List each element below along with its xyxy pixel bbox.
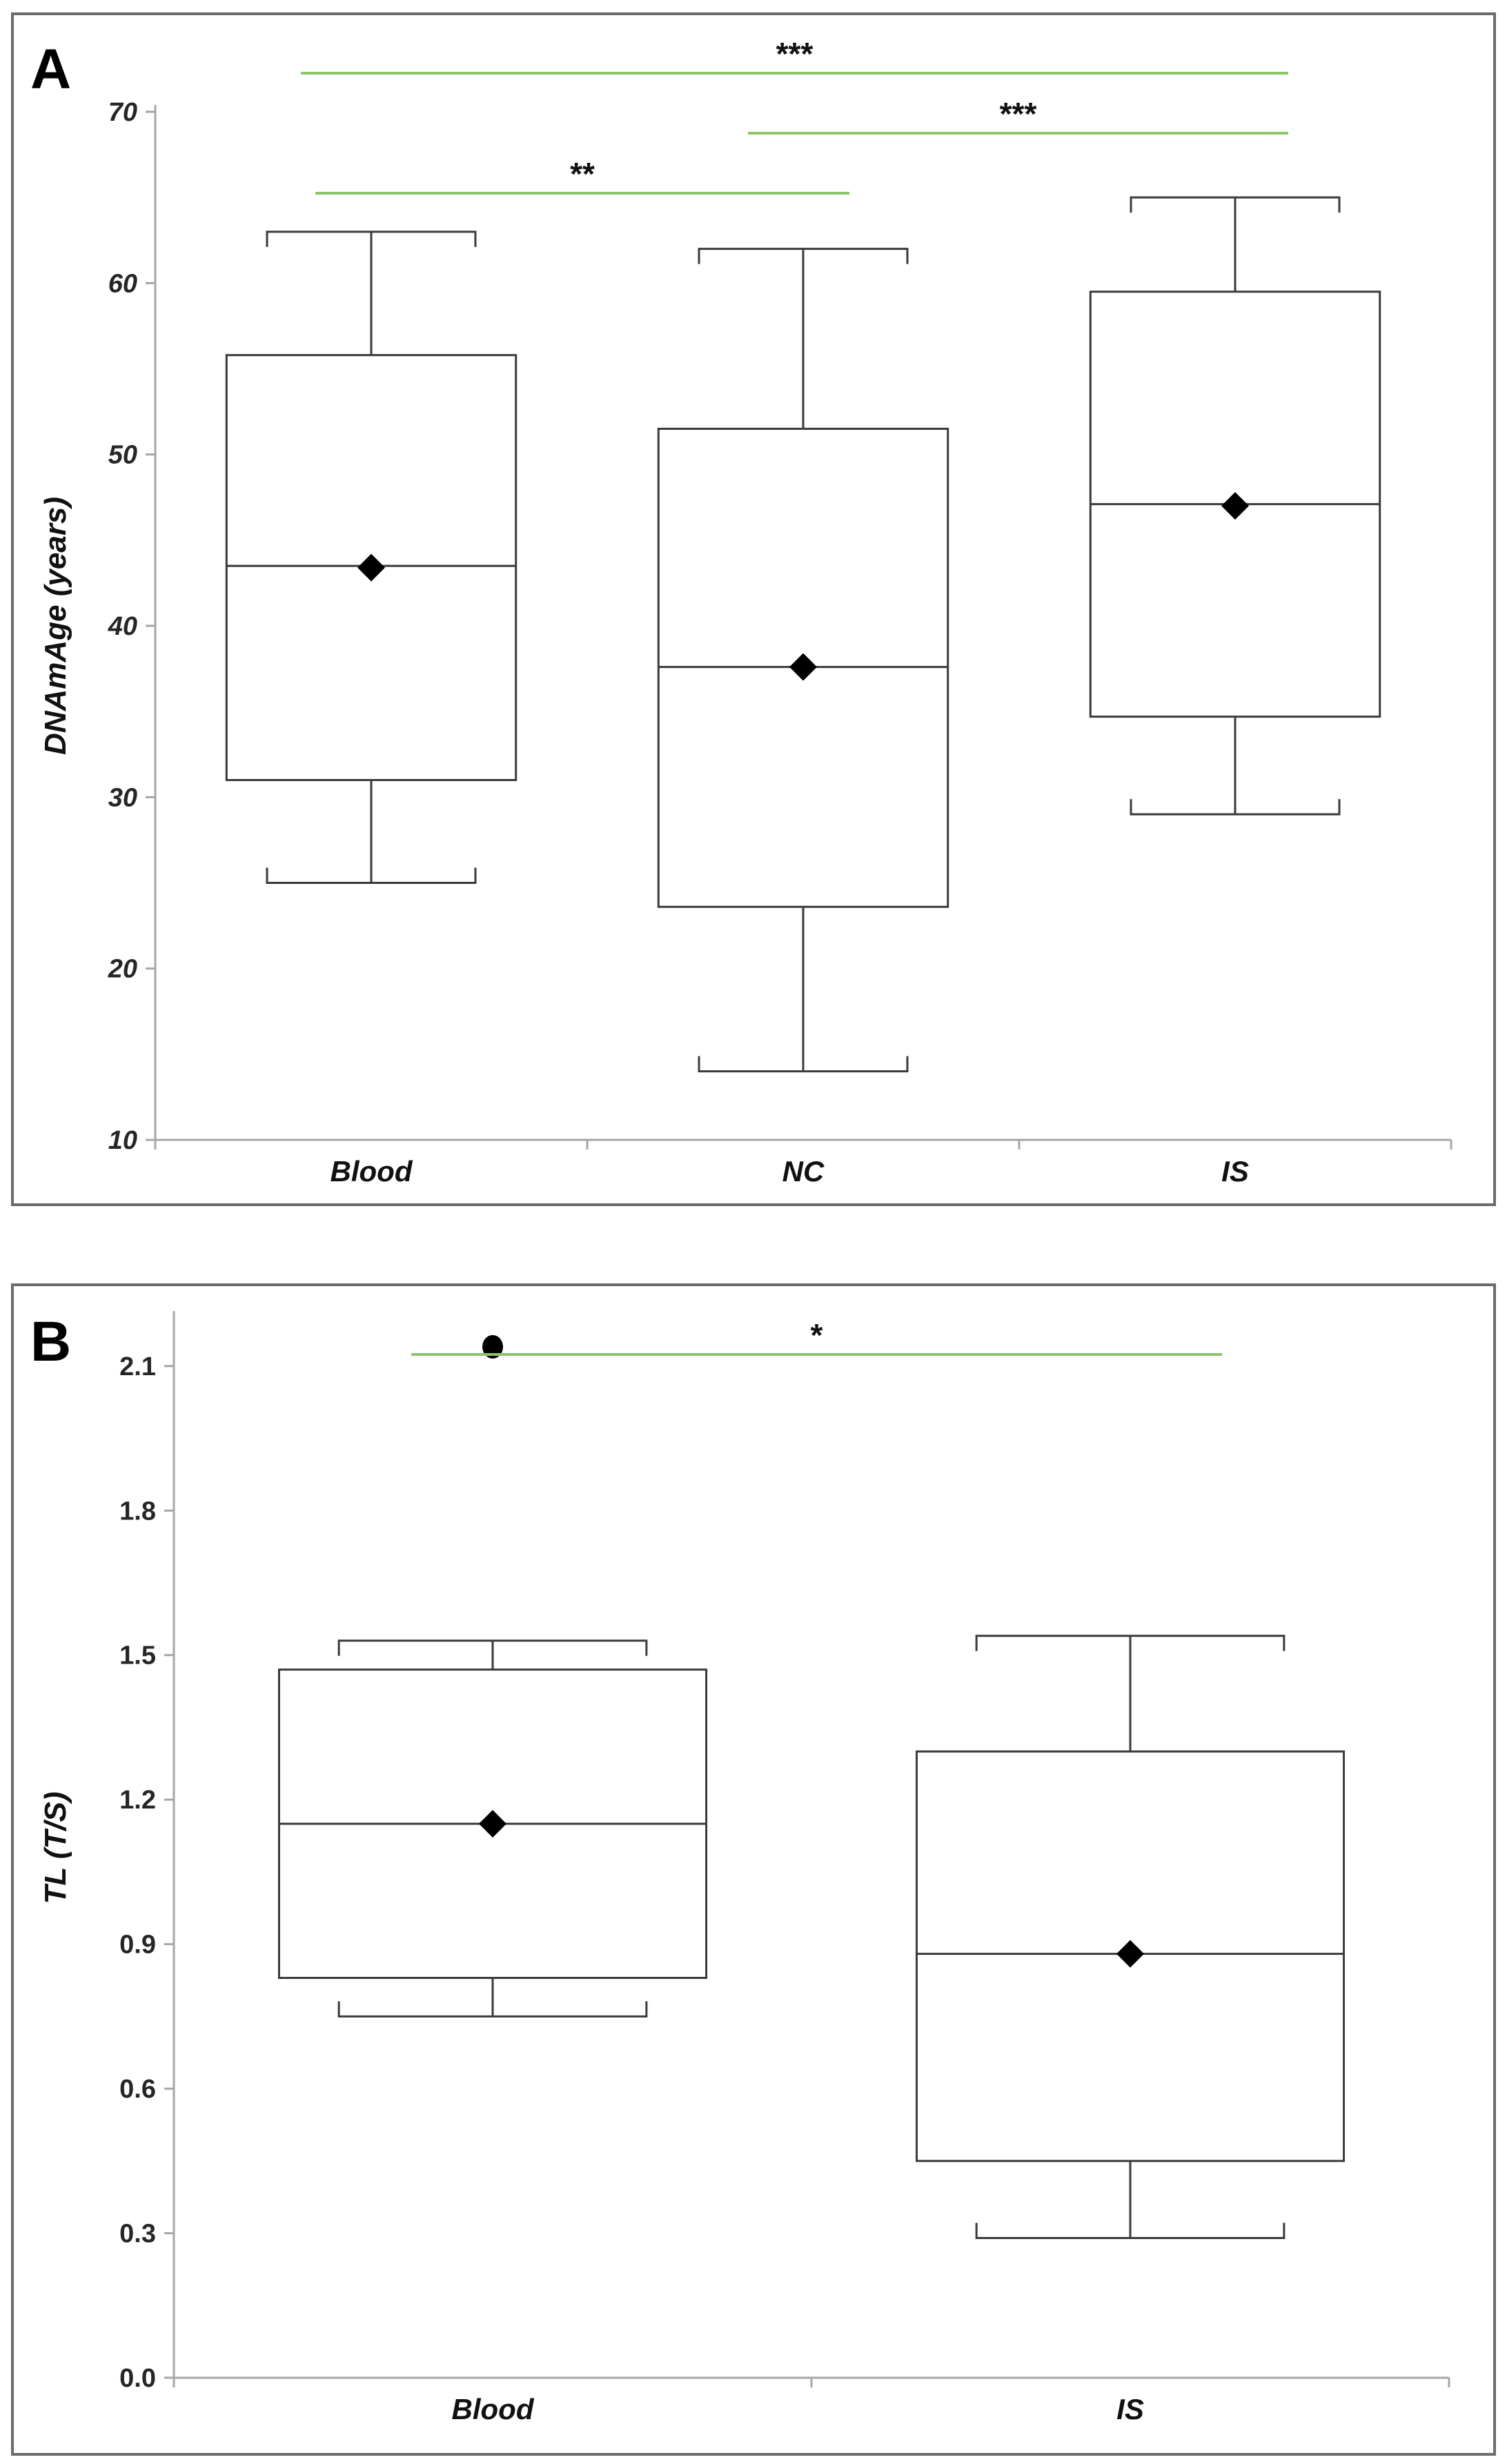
y-tick-label: 40 (108, 612, 137, 641)
lower-whisker-cap (266, 867, 477, 884)
panel-a-chart: 10 20 30 40 50 60 70 Blood NC IS DNAmAge (years) **… (39, 36, 1452, 1187)
y-tick-label: 2.1 (119, 1352, 156, 1381)
lower-whisker-cap (698, 1056, 909, 1073)
box-nc (657, 248, 949, 1073)
box-is (915, 1635, 1346, 2240)
upper-whisker-cap (698, 248, 909, 264)
significance-label: ** (570, 156, 595, 192)
lower-whisker-cap (975, 2222, 1286, 2240)
mean-marker (1116, 1940, 1144, 1968)
y-tick-label: 0.3 (119, 2220, 156, 2249)
mean-marker (789, 653, 817, 681)
y-tick-label: 50 (108, 441, 137, 470)
y-axis-title: TL (T/S) (39, 1792, 72, 1904)
x-category-label: Blood (331, 1155, 413, 1187)
significance-label: *** (1000, 96, 1037, 132)
y-tick-label: 1.5 (119, 1642, 156, 1670)
panel-a-letter: A (30, 38, 71, 101)
y-tick-label: 0.9 (119, 1931, 156, 1960)
y-tick-label: 0.0 (119, 2364, 156, 2393)
x-category-label: IS (1116, 2393, 1144, 2425)
upper-whisker-cap (1130, 196, 1341, 213)
box-blood (277, 1334, 708, 2018)
y-tick-label: 10 (108, 1126, 137, 1155)
y-tick-label: 30 (108, 783, 137, 812)
y-tick-label: 70 (108, 98, 137, 127)
box-is (1089, 196, 1381, 816)
x-category-label: IS (1221, 1155, 1249, 1187)
upper-whisker-cap (266, 230, 477, 247)
mean-marker (1221, 492, 1249, 520)
lower-whisker-cap (337, 2001, 648, 2018)
mean-marker (479, 1810, 506, 1838)
y-tick-label: 0.6 (119, 2075, 156, 2104)
upper-whisker-cap (337, 1639, 648, 1656)
significance-label: * (811, 1317, 823, 1353)
y-axis-title: DNAmAge (years) (39, 497, 72, 755)
lower-whisker-cap (1130, 799, 1341, 816)
y-tick-label: 1.8 (119, 1497, 156, 1526)
panel-b-letter: B (30, 1310, 71, 1373)
y-tick-label: 60 (108, 269, 137, 298)
y-tick-label: 1.2 (119, 1786, 156, 1815)
x-category-label: Blood (452, 2393, 535, 2425)
significance-label: *** (776, 36, 814, 72)
mean-marker (357, 553, 385, 582)
panel-b-chart: 0.0 0.3 0.6 0.9 1.2 1.5 1.8 2.1 Blood IS TL (T/S) * (39, 1311, 1450, 2425)
outlier-point (482, 1334, 503, 1359)
y-tick-label: 20 (108, 955, 137, 984)
upper-whisker-cap (975, 1635, 1286, 1651)
x-category-label: NC (782, 1155, 825, 1187)
box-blood (225, 230, 518, 884)
